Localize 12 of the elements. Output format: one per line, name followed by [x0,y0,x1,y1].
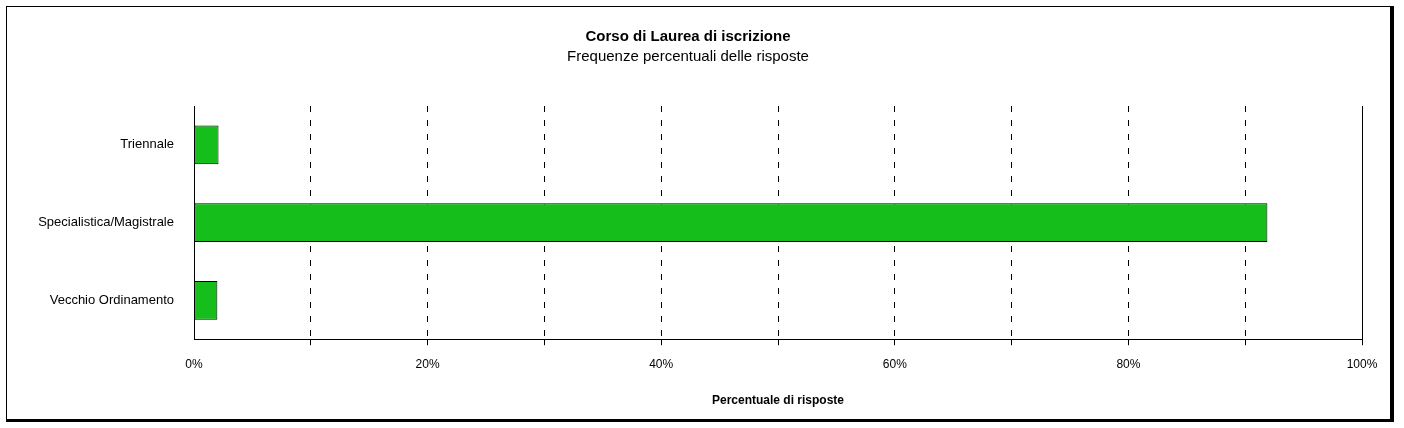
y-tick-label: Vecchio Ordinamento [49,291,174,307]
y-tick-label: Triennale [120,136,174,152]
chart-title: Corso di Laurea di iscrizione [585,27,791,45]
x-tick-label: 40% [649,356,674,371]
x-tick-label: 80% [1116,356,1141,371]
x-axis-title: Percentuale di risposte [711,393,845,408]
x-tick-label: 20% [415,356,440,371]
x-tick-label: 60% [882,356,908,371]
y-tick-label: Specialistica/Magistrale [38,214,174,230]
x-tick-label: 0% [185,356,203,371]
x-tick-label: 100% [1346,356,1378,371]
chart-subtitle: Frequenze percentuali delle risposte [567,47,809,65]
